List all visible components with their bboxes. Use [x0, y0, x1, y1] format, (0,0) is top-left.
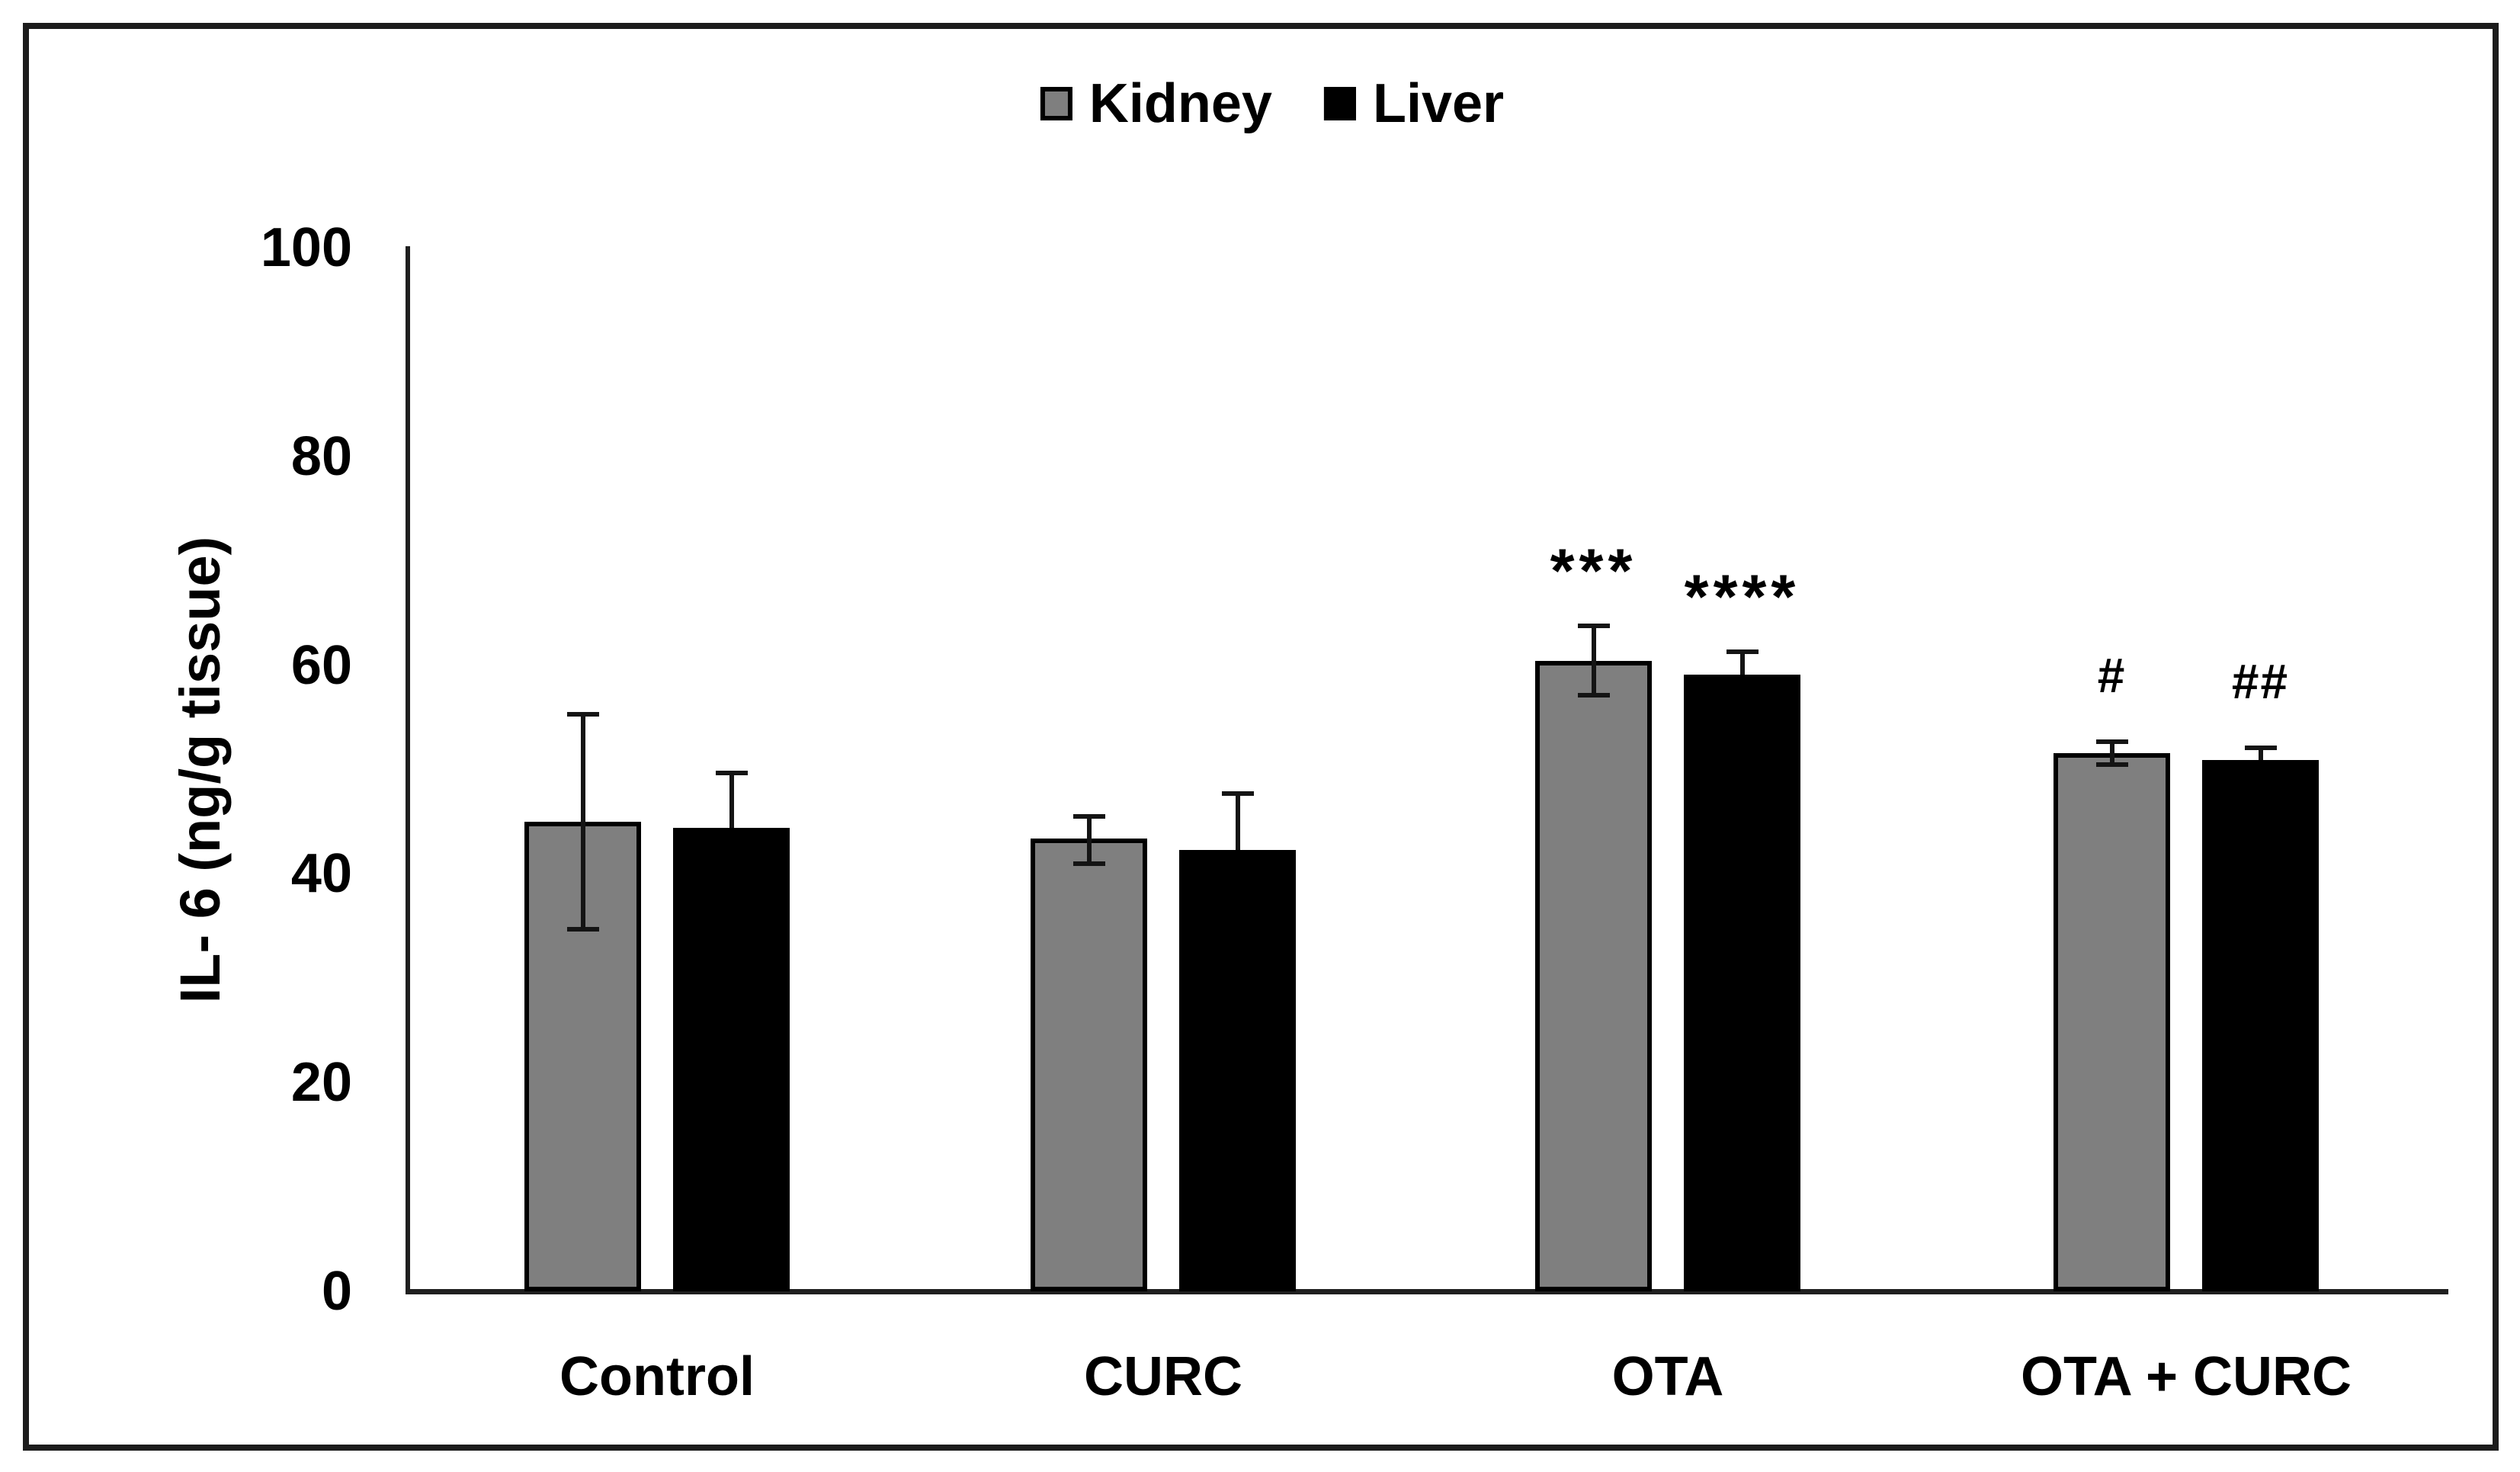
significance-annotation-kidney-ota: ***: [1550, 536, 1637, 606]
x-category-label-curc: CURC: [1084, 1346, 1242, 1407]
error-bar-stem: [1739, 651, 1745, 675]
bar-kidney-curc: [1031, 838, 1147, 1291]
error-bar-stem: [2258, 747, 2263, 761]
legend-item-kidney: Kidney: [1040, 76, 1272, 131]
x-category-label-control: Control: [559, 1346, 755, 1407]
error-bar-stem: [1591, 625, 1596, 696]
liver-swatch-icon: [1323, 87, 1356, 120]
x-axis-line: [406, 1289, 2448, 1294]
error-bar-stem: [2109, 741, 2114, 765]
error-bar-cap-top: [2095, 739, 2128, 744]
error-bar-cap-top: [1072, 814, 1105, 819]
x-category-label-ota-curc: OTA + CURC: [2020, 1346, 2352, 1407]
y-axis-line: [406, 246, 410, 1294]
error-bar-stem: [729, 772, 734, 829]
legend: Kidney Liver: [1040, 76, 1504, 131]
significance-annotation-kidney-ota-curc: #: [2097, 647, 2127, 703]
bar-kidney-ota-curc: [2054, 752, 2170, 1291]
significance-annotation-liver-ota: ****: [1684, 562, 1800, 632]
legend-label-kidney: Kidney: [1088, 73, 1272, 134]
legend-item-liver: Liver: [1323, 73, 1505, 134]
bar-kidney-control: [524, 821, 641, 1291]
error-bar-stem: [1086, 816, 1092, 864]
error-bar-cap-top: [1726, 649, 1759, 654]
error-bar-cap-top: [2244, 745, 2277, 750]
y-axis-title: IL- 6 (ng/g tissue): [168, 536, 232, 1004]
error-bar-stem: [580, 714, 585, 929]
error-bar-cap-bottom: [1577, 693, 1610, 698]
y-tick-label-20: 20: [290, 1052, 352, 1114]
error-bar-cap-top: [715, 770, 748, 775]
error-bar-cap-bottom: [1072, 861, 1105, 866]
y-tick-label-60: 60: [290, 634, 352, 696]
bar-liver-ota-curc: [2202, 760, 2319, 1291]
bar-kidney-ota: [1535, 661, 1652, 1291]
y-tick-label-0: 0: [321, 1261, 352, 1322]
error-bar-cap-bottom: [2095, 762, 2128, 767]
error-bar-stem: [1235, 793, 1240, 850]
kidney-swatch-icon: [1040, 87, 1072, 120]
bar-liver-curc: [1179, 849, 1296, 1291]
error-bar-cap-bottom: [566, 926, 599, 932]
error-bar-cap-top: [1577, 623, 1610, 628]
error-bar-cap-top: [566, 711, 599, 717]
bar-liver-ota: [1684, 674, 1800, 1291]
y-tick-label-40: 40: [290, 843, 352, 905]
legend-label-liver: Liver: [1372, 73, 1505, 134]
significance-annotation-liver-ota-curc: ##: [2231, 653, 2290, 709]
x-category-label-ota: OTA: [1611, 1346, 1724, 1407]
error-bar-cap-top: [1221, 791, 1254, 796]
y-tick-label-80: 80: [290, 425, 352, 487]
y-tick-label-100: 100: [260, 217, 352, 278]
bar-liver-control: [673, 828, 790, 1291]
